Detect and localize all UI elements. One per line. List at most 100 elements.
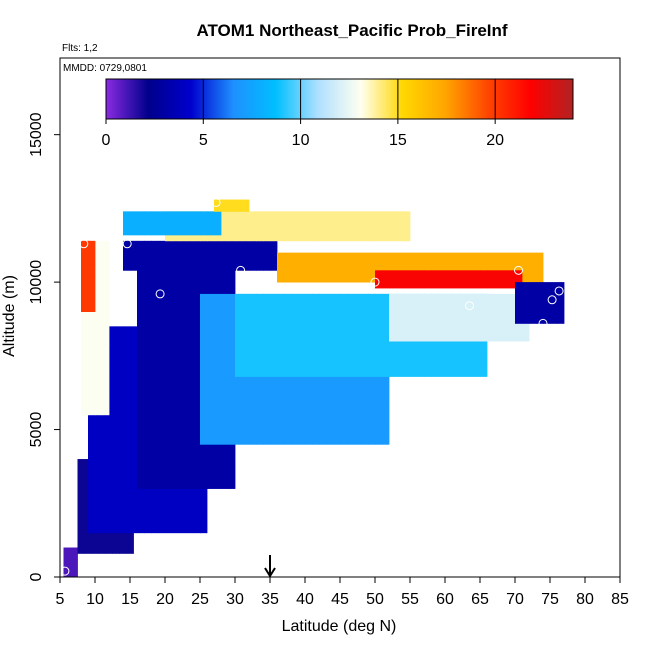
heatmap-cell — [389, 276, 397, 289]
heatmap-cell — [445, 364, 453, 377]
heatmap-cell — [340, 397, 348, 410]
x-tick-label: 25 — [191, 591, 209, 608]
heatmap-cell — [144, 288, 152, 301]
heatmap-cell — [105, 541, 113, 554]
heatmap-cell — [242, 293, 250, 307]
y-axis: 0 5000 10000 15000 — [28, 112, 60, 581]
heatmap-cell — [123, 223, 131, 236]
heatmap-cell — [298, 341, 306, 354]
heatmap-cell — [95, 367, 103, 380]
heatmap-cell — [410, 252, 418, 259]
heatmap-cell — [77, 494, 85, 507]
heatmap-cell — [438, 270, 446, 277]
heatmap-cell — [347, 432, 355, 445]
heatmap-cell — [326, 217, 334, 230]
heatmap-cell — [389, 341, 397, 354]
heatmap-cell — [193, 382, 201, 395]
heatmap-cell — [88, 264, 96, 277]
heatmap-cell — [298, 329, 306, 342]
heatmap-cell — [126, 541, 134, 554]
heatmap-cell — [158, 311, 166, 324]
heatmap-cell — [270, 229, 278, 242]
heatmap-cell — [158, 453, 166, 466]
heatmap-cell — [368, 341, 376, 354]
heatmap-cell — [207, 464, 215, 478]
heatmap-cell — [557, 288, 565, 301]
heatmap-cell — [158, 476, 166, 489]
heatmap-cell — [158, 246, 166, 259]
heatmap-cell — [473, 293, 481, 307]
heatmap-cell — [340, 432, 348, 445]
heatmap-cell — [130, 326, 138, 333]
heatmap-cell — [207, 223, 215, 236]
heatmap-cell — [242, 341, 250, 354]
heatmap-cell — [354, 229, 362, 242]
heatmap-cell — [144, 311, 152, 324]
heatmap-cell — [431, 352, 439, 366]
heatmap-cell — [284, 317, 292, 330]
heatmap-cell — [347, 305, 355, 318]
heatmap-cell — [494, 317, 502, 330]
heatmap-cell — [172, 335, 180, 348]
heatmap-cell — [347, 317, 355, 330]
heatmap-cell — [172, 497, 180, 510]
heatmap-cell — [151, 335, 159, 348]
heatmap-cell — [81, 240, 89, 254]
heatmap-cell — [396, 364, 404, 377]
heatmap-cell — [319, 293, 327, 307]
heatmap-cell — [515, 282, 523, 289]
heatmap-cell — [102, 296, 110, 310]
heatmap-cell — [172, 267, 180, 277]
heatmap-cell — [228, 240, 236, 248]
heatmap-cell — [284, 364, 292, 377]
x-tick-label: 65 — [471, 591, 489, 608]
heatmap-cell — [228, 361, 236, 374]
heatmap-cell — [396, 293, 404, 307]
heatmap-cell — [81, 367, 89, 380]
heatmap-cell — [522, 258, 530, 271]
heatmap-cell — [172, 246, 180, 259]
heatmap-cell — [228, 349, 236, 363]
heatmap-cell — [249, 217, 257, 230]
heatmap-cell — [102, 450, 110, 463]
heatmap-cell — [256, 317, 264, 330]
heatmap-cell — [193, 240, 201, 248]
heatmap-cell — [193, 441, 201, 454]
heatmap-cell — [249, 385, 257, 398]
heatmap-cell — [151, 370, 159, 383]
heatmap-cell — [95, 344, 103, 357]
heatmap-cell — [207, 432, 215, 445]
heatmap-cell — [186, 394, 194, 407]
heatmap-cell — [200, 432, 208, 445]
heatmap-cell — [116, 520, 124, 534]
x-tick-label: 45 — [331, 591, 349, 608]
heatmap-cell — [95, 426, 103, 439]
heatmap-cell — [130, 438, 138, 451]
y-tick-label: 0 — [28, 572, 45, 581]
heatmap-cell — [102, 367, 110, 380]
heatmap-cell — [242, 397, 250, 410]
heatmap-cell — [501, 276, 509, 289]
heatmap-cell — [312, 293, 320, 307]
heatmap-cell — [256, 341, 264, 354]
heatmap-cell — [480, 252, 488, 259]
heatmap-cell — [326, 270, 334, 283]
heatmap-cell — [144, 453, 152, 466]
heatmap-cell — [361, 397, 369, 410]
heatmap-cell — [214, 246, 222, 259]
heatmap-cell — [424, 341, 432, 354]
heatmap-cell — [270, 341, 278, 354]
heatmap-cell — [172, 476, 180, 489]
heatmap-cell — [109, 461, 117, 475]
heatmap-cell — [396, 252, 404, 259]
heatmap-cell — [459, 329, 467, 342]
heatmap-cell — [130, 223, 138, 236]
heatmap-cell — [291, 329, 299, 342]
heatmap-cell — [109, 473, 117, 486]
heatmap-cell — [326, 341, 334, 354]
heatmap-cell — [431, 341, 439, 354]
heatmap-cell — [354, 252, 362, 259]
heatmap-cell — [368, 305, 376, 318]
heatmap-cell — [277, 397, 285, 410]
heatmap-cell — [186, 240, 194, 248]
